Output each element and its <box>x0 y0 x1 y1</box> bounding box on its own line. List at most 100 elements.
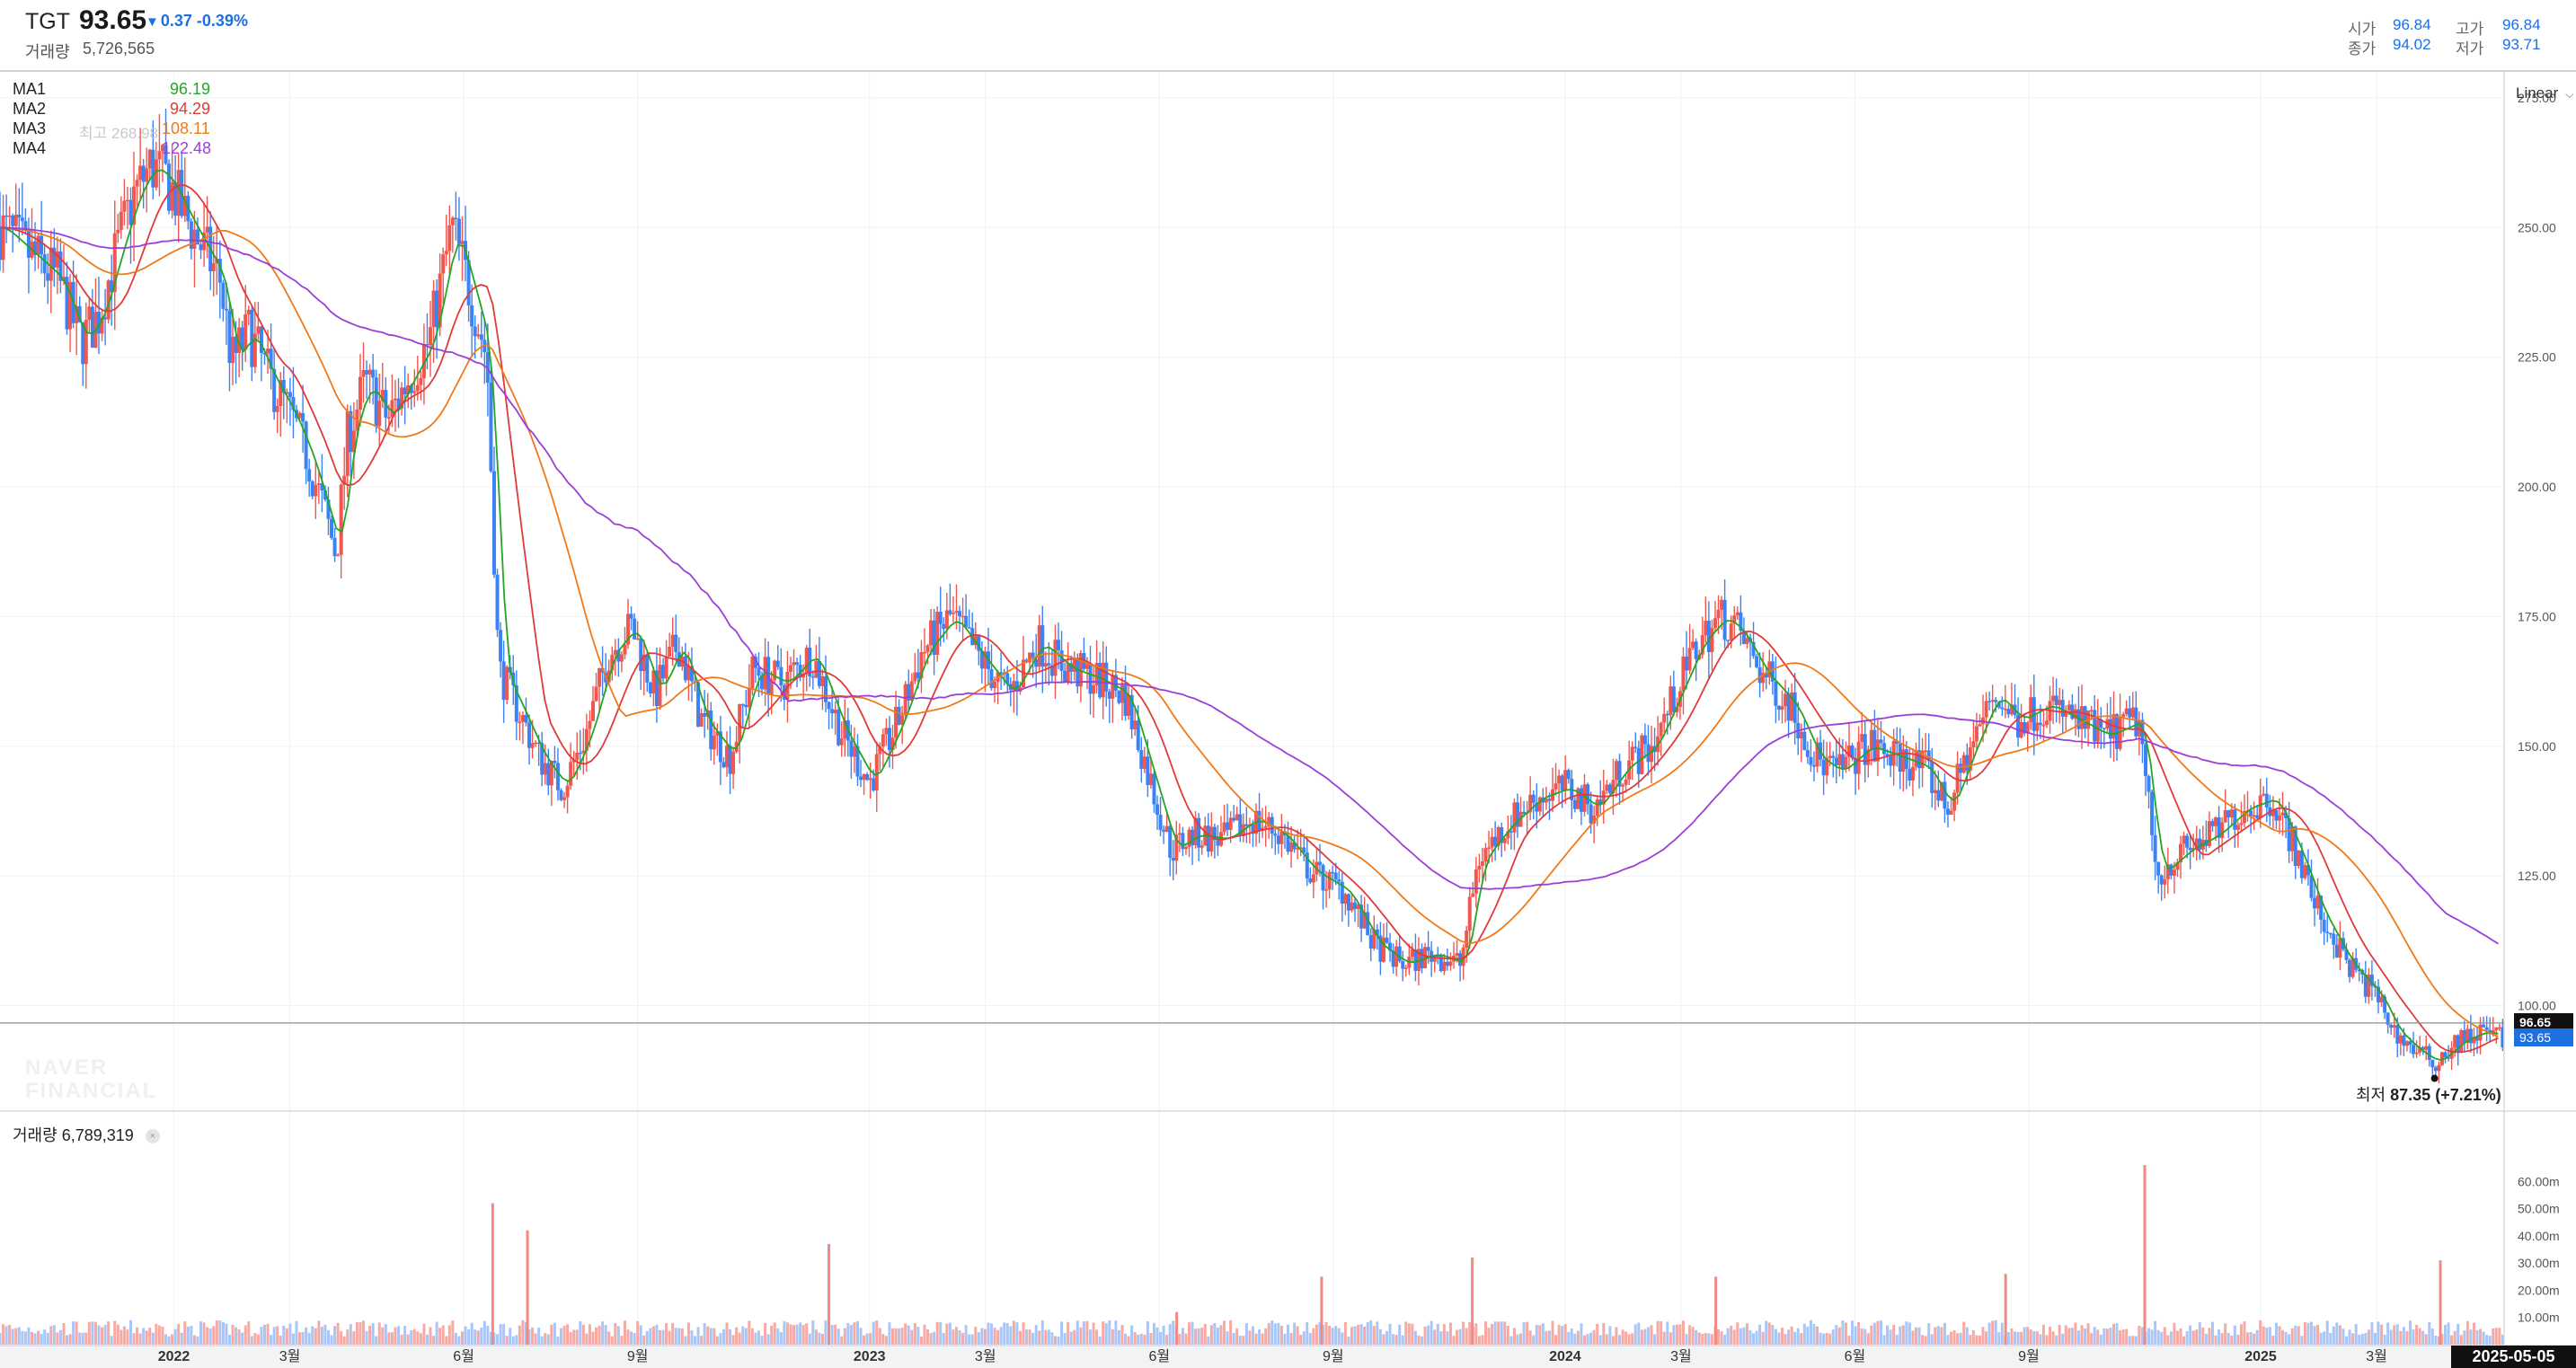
candle <box>1420 943 1424 974</box>
volume-bar <box>1267 1322 1270 1345</box>
volume-bar <box>1819 1332 1822 1345</box>
candle <box>1148 757 1153 790</box>
volume-bar <box>157 1325 161 1345</box>
candle <box>425 313 429 370</box>
volume-bar <box>1261 1333 1264 1345</box>
candle <box>922 628 926 665</box>
candle <box>894 691 899 749</box>
volume-bar <box>276 1326 279 1345</box>
volume-bar <box>1952 1330 1956 1345</box>
volume-bar <box>1137 1334 1140 1345</box>
candle <box>744 689 748 716</box>
volume-bar <box>1392 1334 1395 1345</box>
volume-bar <box>496 1334 500 1345</box>
candle <box>2124 700 2129 717</box>
volume-bar <box>365 1331 368 1345</box>
volume-bar <box>2214 1335 2217 1345</box>
volume-bar <box>113 1320 117 1345</box>
candle <box>1502 837 1507 852</box>
candle <box>1764 666 1768 690</box>
volume-bar <box>1104 1323 1108 1345</box>
close-label: 종가 <box>2348 40 2377 57</box>
candle <box>594 673 598 702</box>
candle <box>1525 800 1529 834</box>
ma1-value: 96.19 <box>170 80 211 98</box>
volume-bar <box>1927 1323 1931 1345</box>
candle <box>2412 1031 2416 1059</box>
candle <box>2443 1051 2448 1064</box>
volume-bar <box>1238 1336 1242 1345</box>
candle <box>549 760 553 807</box>
candle <box>1136 705 1140 753</box>
volume-bar <box>2408 1320 2412 1345</box>
candle <box>728 726 732 795</box>
volume-bar <box>1835 1325 1838 1345</box>
candle <box>2328 932 2333 939</box>
volume-bar <box>208 1328 212 1345</box>
volume-bar <box>1069 1331 1073 1345</box>
volume-bar <box>1162 1325 1165 1345</box>
candle <box>2501 1019 2505 1052</box>
volume-bar <box>1962 1321 1966 1345</box>
volume-bar <box>2465 1320 2469 1345</box>
volume-bar <box>907 1325 910 1345</box>
candle <box>291 366 296 439</box>
candle <box>412 368 417 408</box>
volume-bar <box>987 1322 990 1345</box>
volume-bar <box>429 1327 432 1345</box>
volume-bar <box>1662 1331 1666 1345</box>
close-icon[interactable]: × <box>145 1129 160 1143</box>
candle <box>1235 807 1239 821</box>
volume-bar <box>2051 1331 2055 1345</box>
volume-bar <box>1678 1324 1682 1345</box>
volume-bar <box>1025 1329 1029 1345</box>
volume-bar <box>1363 1326 1367 1345</box>
volume-bar <box>1357 1324 1360 1345</box>
volume-bar <box>1672 1325 1676 1345</box>
candle <box>61 244 66 286</box>
volume-bar <box>668 1330 671 1345</box>
volume-bar <box>1038 1330 1041 1345</box>
volume-bar <box>2253 1333 2256 1345</box>
ma2-name: MA2 <box>13 100 47 118</box>
volume-bar <box>1615 1327 1618 1345</box>
candle <box>581 728 586 775</box>
candle <box>65 261 69 335</box>
volume-bar <box>550 1324 553 1345</box>
volume-bar <box>770 1325 774 1345</box>
volume-bar <box>1076 1320 1079 1345</box>
candle <box>2073 703 2077 736</box>
candle <box>1757 652 1762 698</box>
candle <box>182 157 187 223</box>
volume-bar <box>2367 1329 2370 1345</box>
volume-bar <box>1279 1326 1283 1345</box>
candle <box>1630 741 1634 781</box>
candle <box>1681 647 1686 715</box>
volume-bar <box>1771 1325 1775 1345</box>
candle <box>2153 816 2157 881</box>
volume-bar <box>272 1327 276 1345</box>
volume-bar <box>970 1334 974 1345</box>
candle <box>2459 1028 2464 1054</box>
volume-bar <box>1143 1334 1146 1345</box>
candle <box>1403 965 1408 977</box>
volume-bar <box>183 1321 187 1345</box>
volume-bar <box>266 1323 270 1345</box>
volume-bar <box>1053 1336 1057 1345</box>
volume-bar <box>381 1327 385 1345</box>
volume-bar <box>1748 1329 1752 1345</box>
volume-bar <box>1159 1331 1163 1345</box>
volume-bar <box>464 1326 467 1345</box>
candle <box>2000 696 2005 717</box>
scale-dropdown[interactable]: Linear ⌵ <box>2516 84 2573 102</box>
volume-bar <box>103 1324 107 1345</box>
candle <box>2322 912 2326 946</box>
candle <box>2453 1034 2457 1057</box>
volume-bar <box>445 1336 448 1345</box>
volume-bar <box>2373 1332 2377 1345</box>
volume-bar <box>1209 1325 1213 1345</box>
candle <box>1496 825 1500 851</box>
volume-bar <box>1787 1329 1791 1345</box>
volume-spike <box>2143 1165 2147 1345</box>
